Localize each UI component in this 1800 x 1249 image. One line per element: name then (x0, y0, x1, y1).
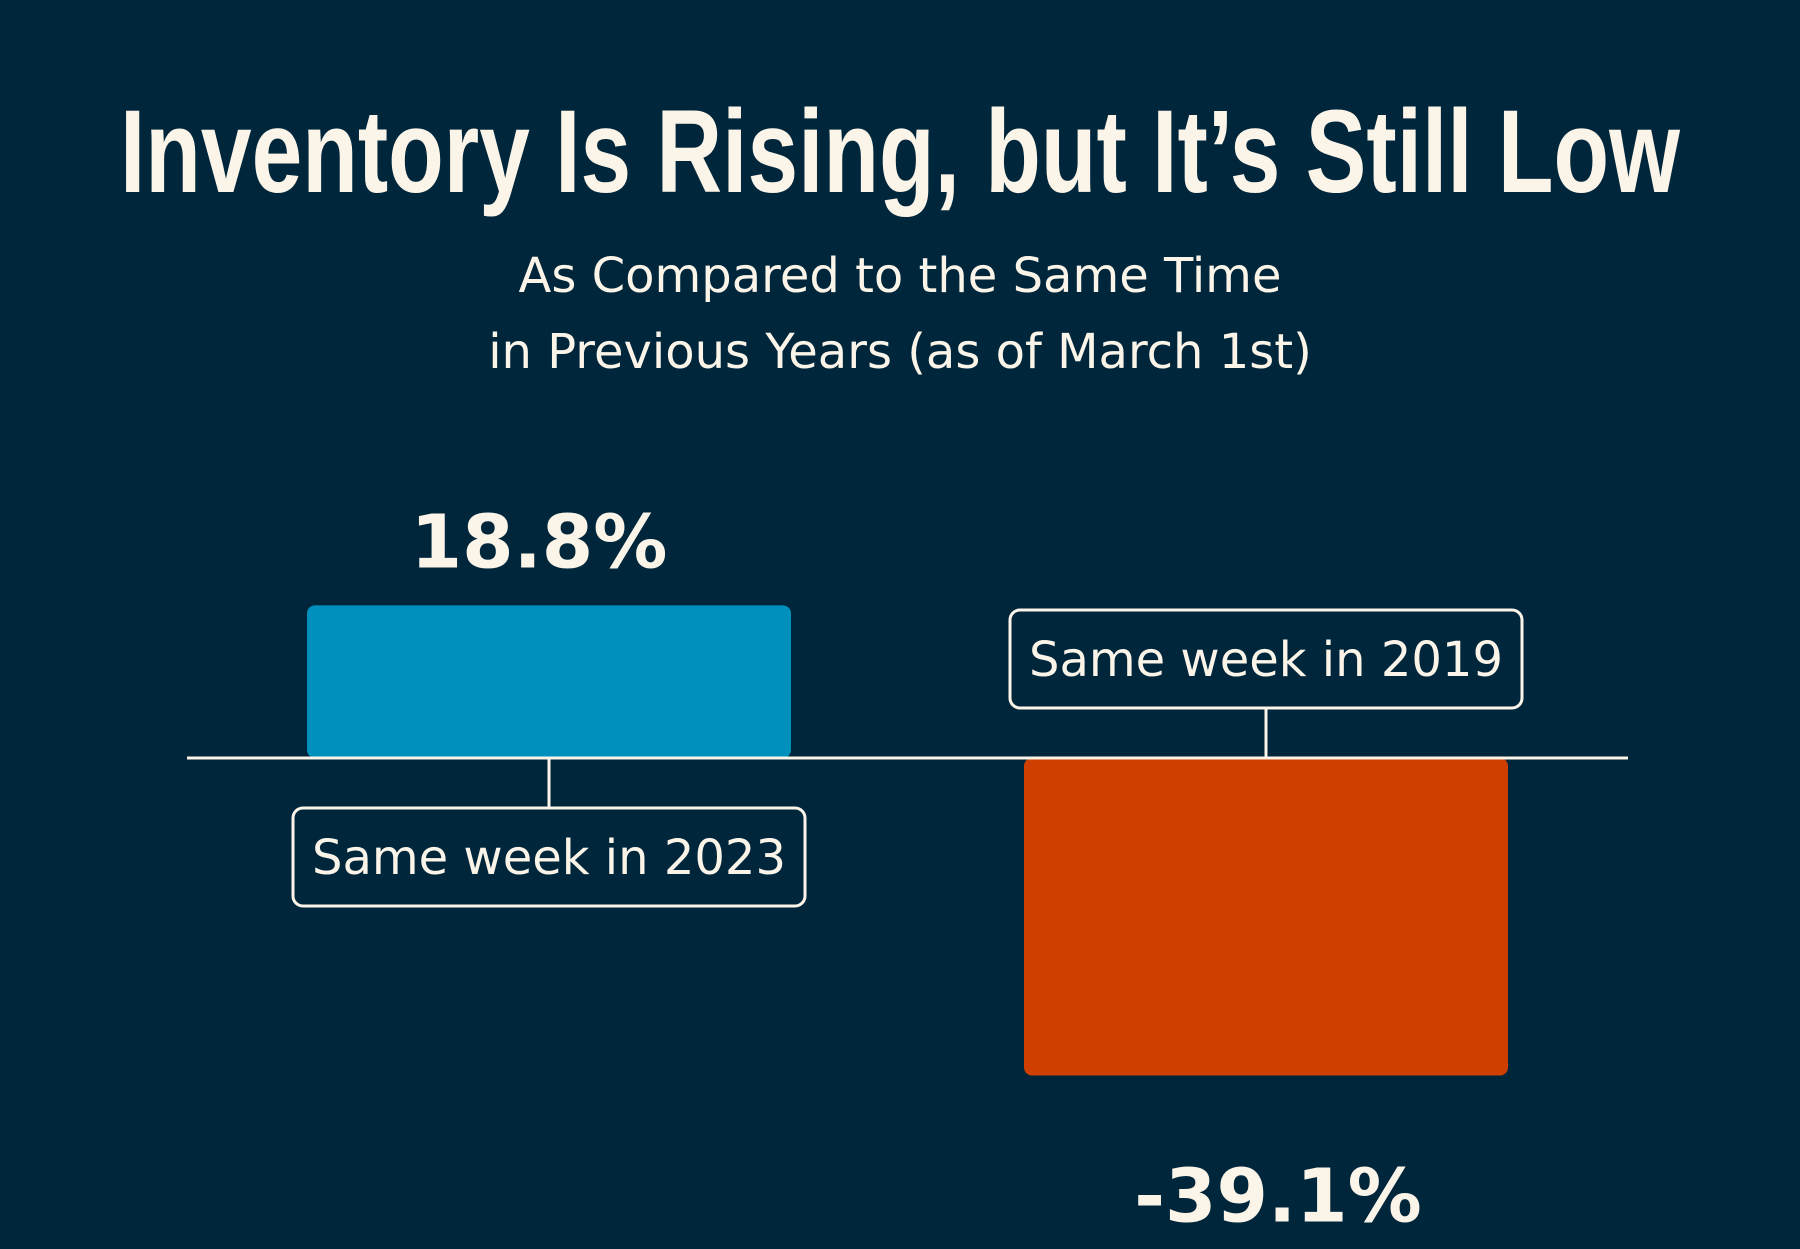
labels-layer: 18.8% Same week in 2023 -39.1% Same week in… (291, 499, 1524, 1239)
category-label-box-2 (1008, 608, 1524, 710)
category-label-1: Same week in 2023 (312, 830, 786, 886)
chart-title: Inventory Is Rising, but It’s Still Low (120, 86, 1681, 218)
category-label-2: Same week in 2019 (1029, 632, 1503, 688)
bar-value-label-2: -39.1% (1134, 1153, 1421, 1239)
bar-1 (307, 605, 791, 758)
bar-2 (1024, 758, 1508, 1076)
bar-value-label-1: 18.8% (411, 499, 668, 585)
bars-layer (307, 605, 1508, 1076)
chart-subtitle-line-2: in Previous Years (as of March 1st) (488, 324, 1312, 380)
category-label-box-1 (291, 806, 807, 908)
chart-subtitle-line-1: As Compared to the Same Time (519, 248, 1282, 304)
